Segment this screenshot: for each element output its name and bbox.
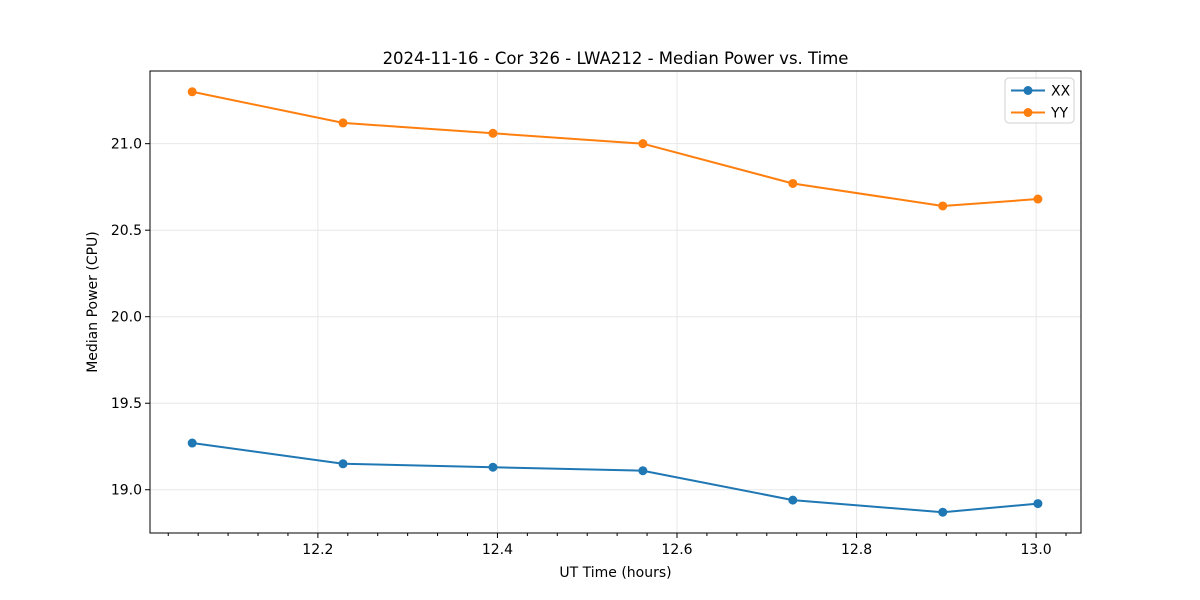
x-axis-label: UT Time (hours) xyxy=(559,565,671,581)
data-point-YY xyxy=(1033,194,1043,204)
legend-sample-marker xyxy=(1023,108,1033,117)
x-tick-label: 12.2 xyxy=(302,542,333,558)
data-point-YY xyxy=(938,201,948,211)
y-tick-label: 19.0 xyxy=(111,483,142,499)
x-tick-label: 12.8 xyxy=(841,542,872,558)
y-axis-label: Median Power (CPU) xyxy=(85,231,101,373)
data-point-XX xyxy=(638,466,648,476)
x-tick-label: 12.6 xyxy=(661,542,692,558)
data-point-XX xyxy=(938,507,948,517)
legend-entry-label: XX xyxy=(1051,84,1071,100)
x-tick-label: 13.0 xyxy=(1021,542,1052,558)
data-point-XX xyxy=(788,495,798,505)
data-point-XX xyxy=(187,438,197,448)
data-point-XX xyxy=(1033,499,1043,509)
data-point-YY xyxy=(488,128,498,138)
data-point-YY xyxy=(338,118,348,128)
chart-title: 2024-11-16 - Cor 326 - LWA212 - Median P… xyxy=(383,49,849,68)
legend-entry-label: YY xyxy=(1050,106,1069,122)
data-point-YY xyxy=(638,139,648,149)
y-tick-label: 20.5 xyxy=(111,223,142,239)
x-tick-label: 12.4 xyxy=(482,542,513,558)
series-line-XX xyxy=(191,442,1039,514)
y-tick-label: 21.0 xyxy=(111,137,142,153)
legend-sample-marker xyxy=(1023,86,1033,95)
data-point-YY xyxy=(788,178,798,188)
data-point-YY xyxy=(187,87,197,97)
data-point-XX xyxy=(488,462,498,472)
y-tick-label: 19.5 xyxy=(111,396,142,412)
data-point-XX xyxy=(338,459,348,469)
plot-frame xyxy=(149,70,1082,534)
series-line-YY xyxy=(191,90,1039,207)
y-tick-label: 20.0 xyxy=(111,310,142,326)
